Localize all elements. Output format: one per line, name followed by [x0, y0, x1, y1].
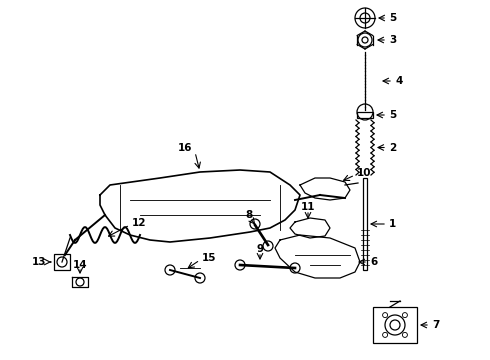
Bar	[357, 112, 373, 118]
Text: 15: 15	[202, 253, 217, 263]
Text: 5: 5	[389, 13, 396, 23]
Text: 1: 1	[389, 219, 396, 229]
Text: 11: 11	[301, 202, 315, 212]
Text: 6: 6	[370, 257, 377, 267]
Text: 7: 7	[432, 320, 440, 330]
Text: 8: 8	[245, 210, 253, 220]
Text: 2: 2	[389, 143, 396, 153]
Text: 13: 13	[31, 257, 46, 267]
Text: 5: 5	[389, 110, 396, 120]
Text: 12: 12	[132, 218, 147, 228]
Text: 16: 16	[178, 143, 192, 153]
Text: 3: 3	[389, 35, 396, 45]
Text: 14: 14	[73, 260, 87, 270]
Text: 4: 4	[395, 76, 402, 86]
Text: 9: 9	[256, 244, 264, 254]
Text: 10: 10	[357, 168, 371, 178]
Bar	[54, 254, 70, 270]
Bar	[373, 307, 417, 343]
Bar	[363, 178, 367, 270]
